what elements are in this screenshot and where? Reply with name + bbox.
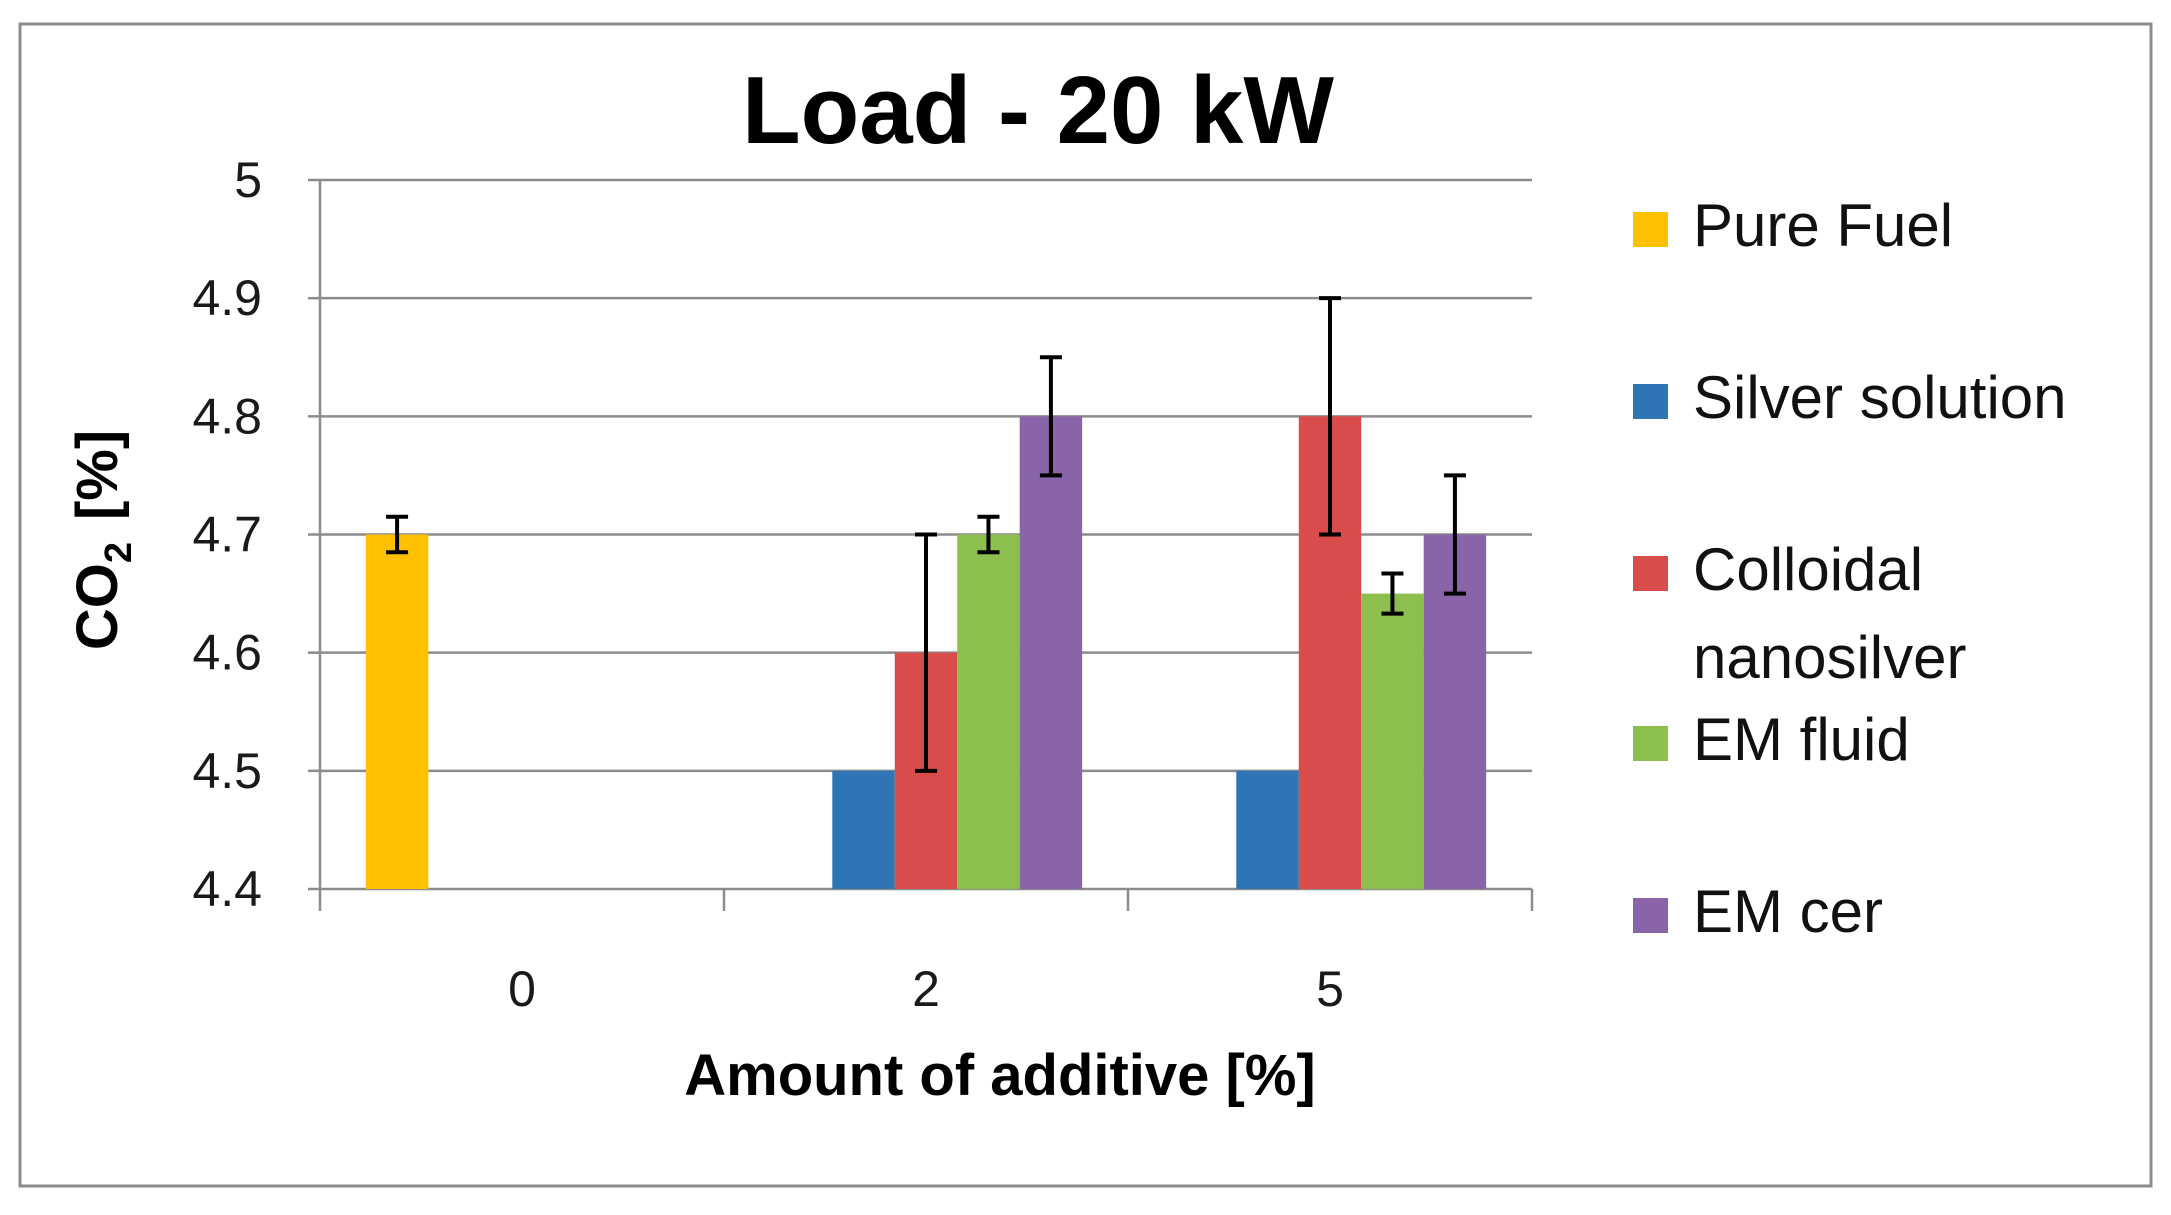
- y-tick-label: 5: [234, 152, 262, 208]
- x-axis-ticks: 0 2 5: [508, 961, 1344, 1017]
- legend-label: Colloidal: [1693, 536, 1923, 603]
- y-tick-label: 4.4: [192, 861, 262, 917]
- bar: [957, 534, 1020, 889]
- bar: [1361, 593, 1424, 889]
- error-bars: [386, 296, 1466, 773]
- legend-swatch: [1633, 726, 1668, 761]
- legend: Pure Fuel Silver solution Colloidal nanosil…: [1633, 192, 2067, 945]
- y-tick-label: 4.6: [192, 625, 262, 681]
- legend-label: EM cer: [1693, 878, 1883, 945]
- legend-label: EM fluid: [1693, 706, 1910, 773]
- bar: [1236, 770, 1299, 889]
- x-axis-label: Amount of additive [%]: [684, 1043, 1316, 1108]
- y-tick-label: 4.9: [192, 270, 262, 326]
- legend-label: Silver solution: [1693, 364, 2067, 431]
- y-tick-label: 4.7: [192, 507, 262, 563]
- y-tick-label: 4.5: [192, 743, 262, 799]
- y-axis-label-main: CO: [65, 563, 130, 650]
- legend-swatch: [1633, 212, 1668, 247]
- chart-title: Load - 20 kW: [742, 57, 1334, 164]
- legend-swatch: [1633, 384, 1668, 419]
- y-axis-ticks: 4.4 4.5 4.6 4.7 4.8 4.9 5: [192, 152, 320, 917]
- bars: [365, 416, 1487, 889]
- y-axis-label-subscript: 2: [98, 542, 140, 563]
- legend-swatch: [1633, 898, 1668, 933]
- y-tick-label: 4.8: [192, 388, 262, 444]
- bar: [365, 534, 429, 889]
- legend-label: nanosilver: [1693, 624, 1967, 691]
- legend-label: Pure Fuel: [1693, 192, 1953, 259]
- x-tick-label: 5: [1316, 961, 1344, 1017]
- legend-swatch: [1633, 556, 1668, 591]
- bar: [832, 770, 895, 889]
- bar: [1019, 416, 1083, 889]
- x-tick-label: 2: [912, 961, 940, 1017]
- y-axis-label-unit: [%]: [65, 430, 130, 520]
- x-tick-label: 0: [508, 961, 536, 1017]
- y-axis-label: CO2 [%]: [65, 430, 140, 650]
